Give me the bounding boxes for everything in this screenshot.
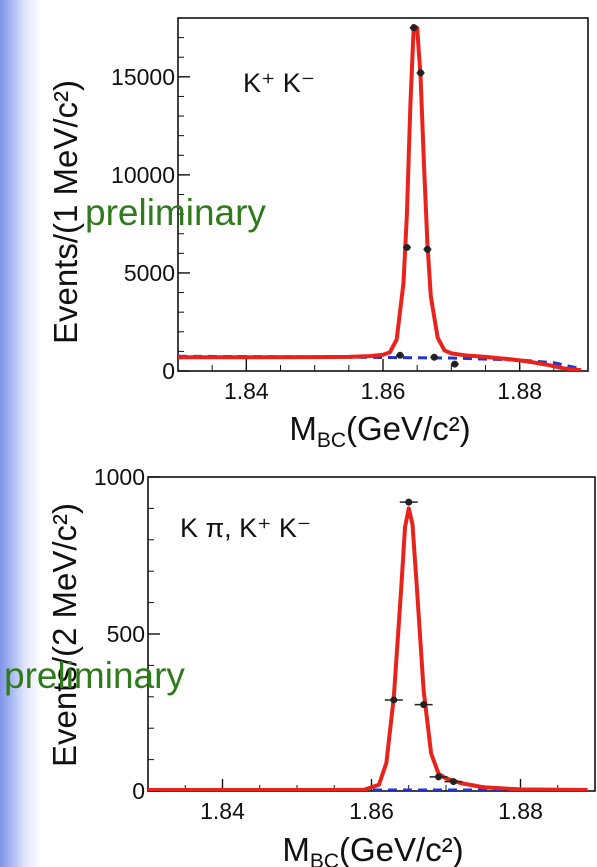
chart-panel-top: 1.84 1.86 1.88 0 5000 10000 15000 K⁺ K⁻ Events/(… (47, 17, 589, 452)
x-tick-label: 1.84 (224, 378, 269, 404)
signal-fit-curve (148, 506, 588, 791)
x-tick-label: 1.84 (200, 798, 245, 824)
x-axis-title-units: (GeV/c²) (339, 831, 464, 867)
y-axis-title: Events/(1 MeV/c²) (47, 80, 84, 344)
x-axis-title-subscript: BC (317, 429, 346, 452)
data-point (390, 696, 398, 704)
y-tick-label: 0 (162, 358, 175, 384)
chart-panel-bottom: 1.84 1.86 1.88 0 500 1000 K π, K⁺ K⁻ Events/(2 … (0, 455, 597, 867)
y-tick-label: 10000 (111, 162, 175, 188)
y-tick-label: 5000 (124, 260, 175, 286)
chart-bottom-svg: 1.84 1.86 1.88 0 500 1000 K π, K⁺ K⁻ Events/(2 … (4, 464, 596, 867)
x-axis-title-units: (GeV/c²) (346, 410, 471, 447)
y-tick-label: 500 (107, 621, 145, 647)
x-axis-title: MBC(GeV/c²) (289, 410, 470, 452)
chart-top-svg: 1.84 1.86 1.88 0 5000 10000 15000 K⁺ K⁻ Events/(… (47, 17, 589, 452)
data-point (435, 773, 443, 781)
preliminary-watermark: preliminary (4, 655, 185, 696)
decay-mode-label: K⁺ K⁻ (243, 68, 315, 98)
x-tick-label: 1.86 (361, 378, 406, 404)
data-point (396, 351, 404, 359)
x-axis-title-main: M (282, 831, 310, 867)
y-tick-label: 0 (132, 778, 145, 804)
data-point (420, 701, 428, 709)
y-tick-label: 1000 (94, 464, 145, 490)
data-point (403, 243, 411, 251)
y-axis-title: Events/(2 MeV/c²) (46, 503, 83, 767)
x-axis-title: MBC(GeV/c²) (282, 831, 463, 867)
x-tick-label: 1.88 (498, 798, 543, 824)
data-point (417, 69, 425, 77)
data-point (405, 498, 413, 506)
x-axis-title-subscript: BC (310, 850, 339, 867)
data-point (423, 245, 431, 253)
x-axis-title-main: M (289, 410, 317, 447)
data-point (449, 778, 457, 786)
x-tick-label: 1.86 (349, 798, 394, 824)
preliminary-watermark: preliminary (85, 192, 266, 233)
x-tick-label: 1.88 (497, 378, 542, 404)
decay-mode-label: K π, K⁺ K⁻ (180, 513, 311, 543)
data-point (430, 353, 438, 361)
data-point (410, 24, 418, 32)
signal-fit-curve (178, 23, 582, 371)
data-point (451, 360, 459, 368)
y-tick-label: 15000 (111, 64, 175, 90)
